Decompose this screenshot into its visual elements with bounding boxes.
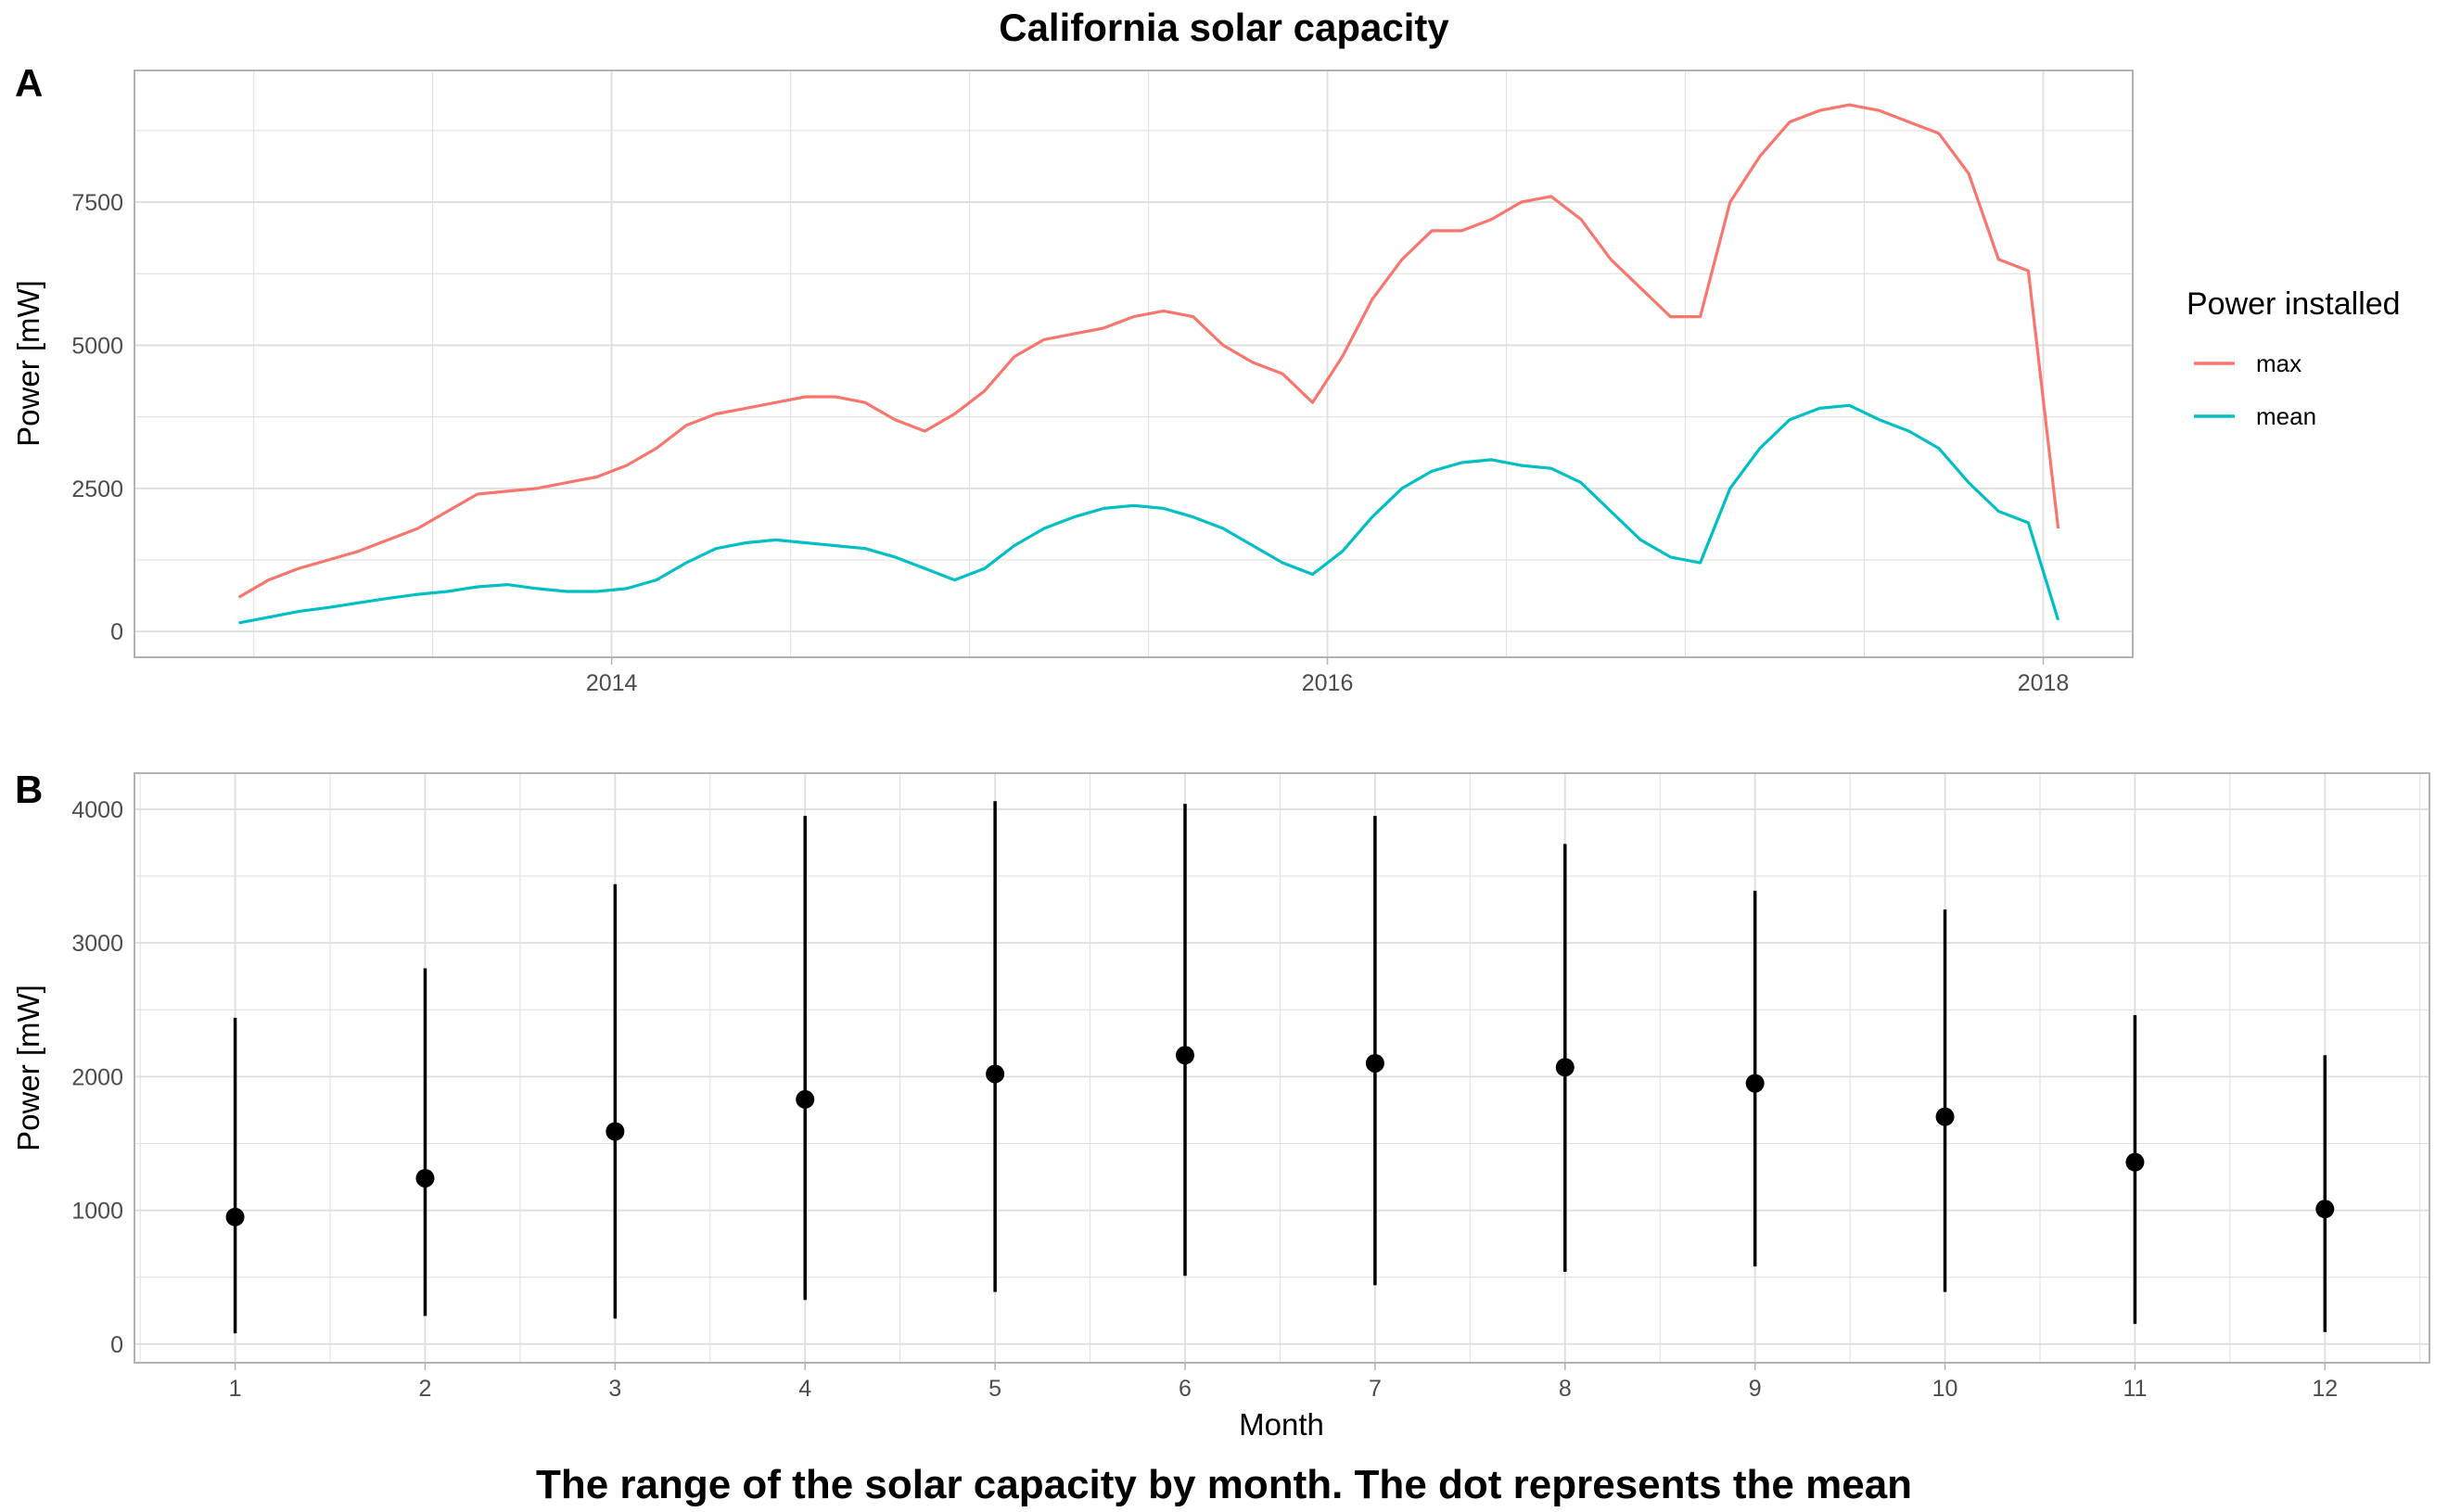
series-line-max [237, 103, 2060, 599]
y-tick-label: 2500 [71, 476, 123, 502]
x-tick-label: 9 [1749, 1376, 1762, 1402]
mean-point-month-11 [2125, 1152, 2145, 1172]
panel-b-border [134, 772, 2430, 1364]
panel-a-y-axis-title: Power [mW] [11, 280, 45, 447]
x-tick-label: 7 [1369, 1376, 1382, 1402]
x-tick-label: 2 [419, 1376, 432, 1402]
x-tick-label: 12 [2312, 1376, 2338, 1402]
x-tick-label: 3 [608, 1376, 621, 1402]
panel-b-x-axis-title: Month [1239, 1407, 1324, 1442]
y-tick-label: 5000 [71, 333, 123, 359]
x-tick-label: 2014 [586, 670, 638, 696]
panel-a-background [134, 70, 2133, 657]
x-tick-label: 11 [2123, 1376, 2147, 1402]
y-tick-label: 2000 [71, 1064, 123, 1090]
mean-point-month-12 [2315, 1200, 2335, 1219]
series-line-mean [238, 403, 2060, 625]
mean-point-month-8 [1555, 1058, 1575, 1077]
mean-point-month-2 [415, 1168, 435, 1188]
x-tick-label: 10 [1932, 1376, 1958, 1402]
mean-point-month-6 [1176, 1046, 1195, 1065]
y-tick-label: 0 [110, 1332, 123, 1358]
y-tick-label: 1000 [71, 1199, 123, 1225]
panel-b-background [134, 773, 2429, 1363]
x-tick-label: 6 [1179, 1376, 1192, 1402]
mean-point-month-4 [796, 1089, 815, 1109]
mean-point-month-1 [225, 1207, 245, 1226]
x-tick-label: 5 [988, 1376, 1001, 1402]
panel-a-border [134, 70, 2134, 658]
x-tick-label: 8 [1559, 1376, 1572, 1402]
panel-a-label: A [15, 61, 43, 105]
x-tick-label: 4 [798, 1376, 811, 1402]
mean-point-month-5 [986, 1064, 1005, 1084]
mean-point-month-3 [606, 1122, 625, 1141]
x-tick-label: 1 [229, 1376, 242, 1402]
panel-b-label: B [15, 768, 43, 811]
mean-point-month-7 [1365, 1053, 1384, 1073]
y-tick-label: 7500 [71, 190, 123, 216]
chart-title: California solar capacity [999, 6, 1449, 49]
caption: The range of the solar capacity by month… [536, 1462, 1912, 1507]
x-tick-label: 2018 [2018, 670, 2070, 696]
y-tick-label: 0 [110, 619, 123, 645]
mean-point-month-10 [1935, 1107, 1955, 1126]
legend: Power installed max mean [2187, 286, 2401, 430]
mean-point-month-9 [1745, 1074, 1765, 1093]
legend-title: Power installed [2187, 286, 2401, 322]
panel-a: 0 2500 5000 7500 2014 2016 2018 [71, 70, 2134, 696]
x-tick-label: 2016 [1302, 670, 1354, 696]
legend-label-max: max [2256, 349, 2301, 377]
y-tick-label: 3000 [71, 931, 123, 957]
y-tick-label: 4000 [71, 797, 123, 823]
panel-b-y-axis-title: Power [mW] [11, 985, 45, 1151]
legend-label-mean: mean [2256, 402, 2316, 430]
